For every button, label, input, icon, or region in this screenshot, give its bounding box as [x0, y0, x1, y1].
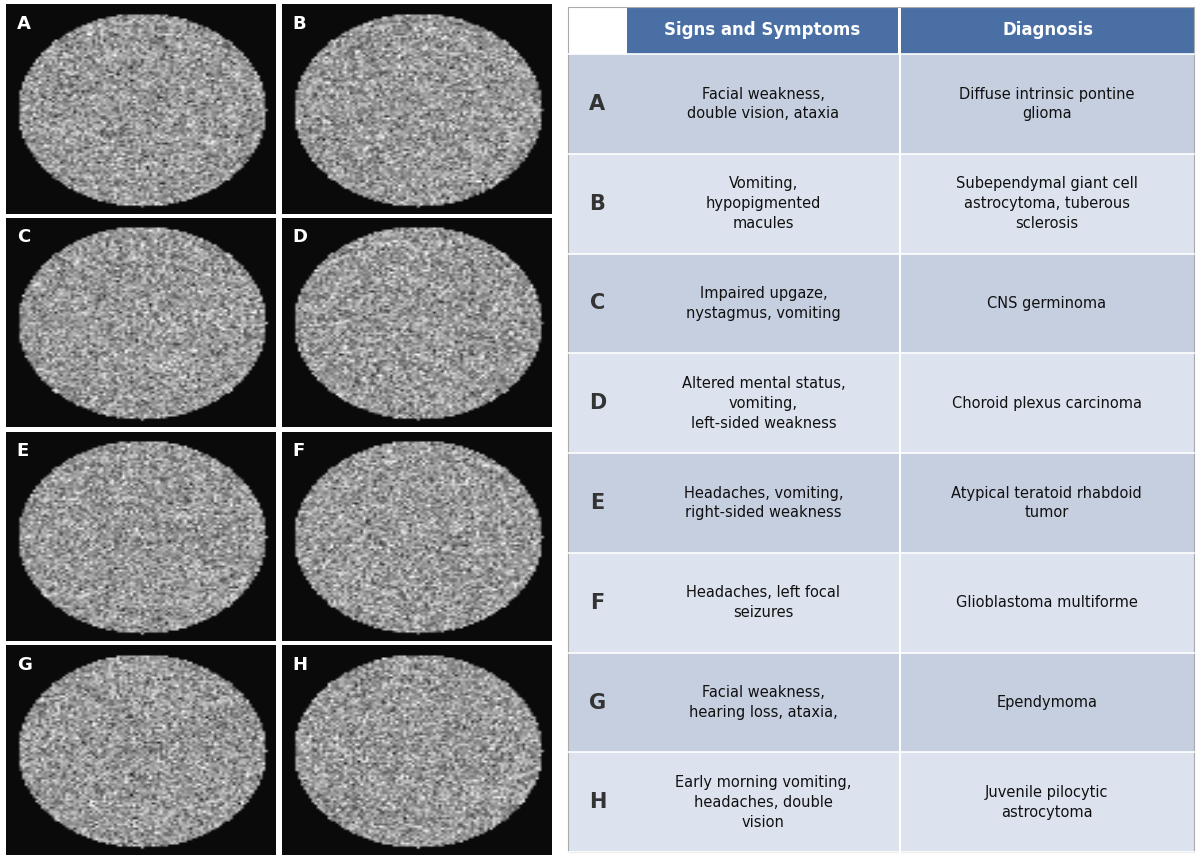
Text: C: C	[17, 228, 30, 247]
Text: A: A	[589, 94, 606, 114]
FancyBboxPatch shape	[568, 454, 1194, 553]
Text: Early morning vomiting,
headaches, double
vision: Early morning vomiting, headaches, doubl…	[676, 775, 852, 830]
FancyBboxPatch shape	[901, 7, 1194, 54]
Text: H: H	[589, 792, 606, 813]
Text: Diagnosis: Diagnosis	[1002, 21, 1093, 40]
Text: Facial weakness,
double vision, ataxia: Facial weakness, double vision, ataxia	[688, 87, 840, 121]
Text: B: B	[589, 194, 605, 214]
Text: Headaches, left focal
seizures: Headaches, left focal seizures	[686, 585, 840, 620]
Text: Signs and Symptoms: Signs and Symptoms	[665, 21, 860, 40]
Text: Subependymal giant cell
astrocytoma, tuberous
sclerosis: Subependymal giant cell astrocytoma, tub…	[956, 176, 1138, 231]
Text: G: G	[589, 692, 606, 712]
FancyBboxPatch shape	[568, 54, 1194, 154]
Text: Altered mental status,
vomiting,
left-sided weakness: Altered mental status, vomiting, left-si…	[682, 376, 845, 430]
Text: Impaired upgaze,
nystagmus, vomiting: Impaired upgaze, nystagmus, vomiting	[686, 286, 841, 321]
Text: G: G	[17, 655, 31, 673]
Text: Glioblastoma multiforme: Glioblastoma multiforme	[956, 595, 1138, 610]
FancyBboxPatch shape	[568, 253, 1194, 353]
FancyBboxPatch shape	[568, 653, 1194, 752]
Text: Headaches, vomiting,
right-sided weakness: Headaches, vomiting, right-sided weaknes…	[684, 485, 844, 521]
FancyBboxPatch shape	[568, 752, 1194, 852]
Text: C: C	[589, 294, 605, 314]
Text: H: H	[293, 655, 307, 673]
FancyBboxPatch shape	[568, 553, 1194, 653]
Text: CNS germinoma: CNS germinoma	[988, 296, 1106, 311]
Text: Diffuse intrinsic pontine
glioma: Diffuse intrinsic pontine glioma	[959, 87, 1134, 121]
Text: Atypical teratoid rhabdoid
tumor: Atypical teratoid rhabdoid tumor	[952, 485, 1142, 521]
Text: F: F	[293, 442, 305, 460]
Text: D: D	[589, 393, 606, 413]
Text: Ependymoma: Ependymoma	[996, 695, 1097, 710]
FancyBboxPatch shape	[568, 353, 1194, 454]
Text: Facial weakness,
hearing loss, ataxia,: Facial weakness, hearing loss, ataxia,	[689, 685, 838, 720]
Text: E: E	[17, 442, 29, 460]
Text: Juvenile pilocytic
astrocytoma: Juvenile pilocytic astrocytoma	[985, 785, 1109, 819]
FancyBboxPatch shape	[568, 154, 1194, 253]
FancyBboxPatch shape	[628, 7, 898, 54]
Text: D: D	[293, 228, 307, 247]
Text: B: B	[293, 15, 306, 33]
Text: A: A	[17, 15, 31, 33]
Text: Choroid plexus carcinoma: Choroid plexus carcinoma	[952, 396, 1141, 411]
Text: Vomiting,
hypopigmented
macules: Vomiting, hypopigmented macules	[706, 176, 821, 231]
Text: F: F	[590, 593, 605, 612]
Text: E: E	[590, 493, 605, 513]
